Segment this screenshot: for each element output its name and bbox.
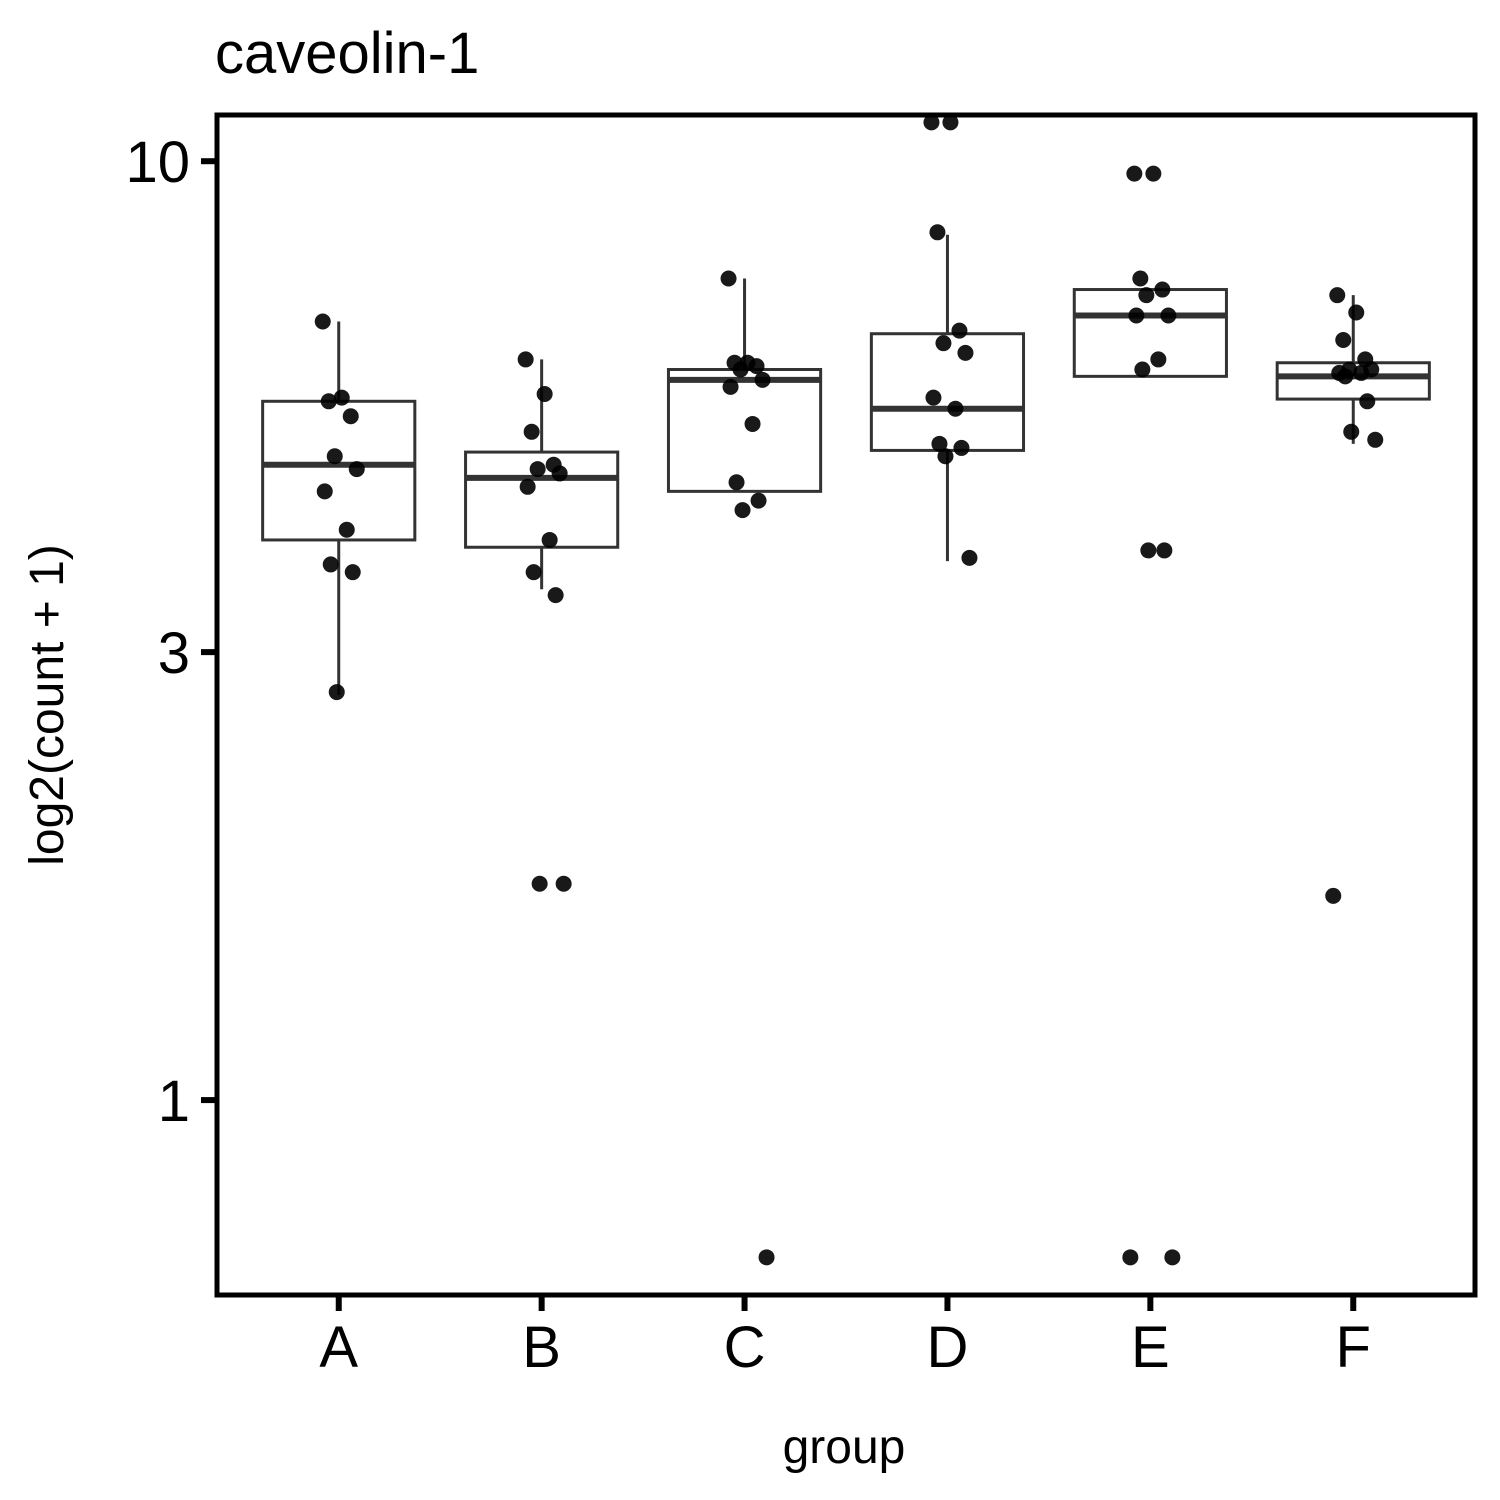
plot-frame [214, 112, 1478, 1298]
data-point [947, 400, 964, 417]
data-point [523, 423, 540, 440]
data-point [541, 531, 558, 548]
data-point [1126, 165, 1143, 182]
data-point [1132, 270, 1149, 287]
data-point [551, 465, 568, 482]
y-axis: 1 3 10 [125, 130, 217, 1134]
data-point [555, 875, 572, 892]
data-point [748, 358, 765, 375]
y-axis-label: log2(count + 1) [21, 544, 74, 866]
data-point [925, 389, 942, 406]
x-axis-label: group [783, 1421, 906, 1474]
data-point [1156, 542, 1173, 559]
data-point [1138, 287, 1155, 304]
data-point [744, 415, 761, 432]
data-point [957, 344, 974, 361]
data-point [728, 474, 745, 491]
data-point [1353, 364, 1370, 381]
points-b [517, 351, 572, 892]
data-point [342, 408, 359, 425]
data-point [529, 461, 546, 478]
data-point [1348, 304, 1365, 321]
box-rect [1072, 288, 1228, 378]
points-a [314, 313, 365, 701]
data-point [1134, 361, 1151, 378]
data-point [348, 461, 365, 478]
data-point [326, 448, 343, 465]
data-point [1140, 542, 1157, 559]
box-rect [261, 399, 417, 542]
x-axis: A B C D E F [319, 1295, 1371, 1380]
data-point [314, 313, 331, 330]
box-c [666, 278, 823, 493]
data-point [942, 114, 959, 131]
points-c [720, 270, 775, 1266]
data-point [961, 549, 978, 566]
data-point [1329, 287, 1346, 304]
box-a [261, 321, 417, 696]
data-point [1128, 307, 1145, 324]
y-tick-label: 1 [158, 1069, 190, 1134]
x-tick-label: C [724, 1315, 766, 1380]
points-d [923, 114, 978, 566]
data-point [720, 270, 737, 287]
data-point [1325, 887, 1342, 904]
data-point [1160, 307, 1177, 324]
data-point [750, 492, 767, 509]
data-point [338, 521, 355, 538]
data-point [519, 478, 536, 495]
data-point [732, 361, 749, 378]
data-point [320, 393, 337, 410]
x-tick-label: D [927, 1315, 969, 1380]
x-tick-label: B [522, 1315, 561, 1380]
data-point [734, 502, 751, 519]
data-point [547, 587, 564, 604]
data-point [344, 564, 361, 581]
data-point [316, 483, 333, 500]
data-point [935, 335, 952, 352]
data-point [923, 114, 940, 131]
data-point [953, 439, 970, 456]
data-point [1150, 351, 1167, 368]
data-point [951, 322, 968, 339]
box-rect [666, 367, 823, 493]
data-point [531, 875, 548, 892]
data-point [1154, 281, 1171, 298]
points-e [1122, 165, 1181, 1266]
data-point [1343, 423, 1360, 440]
data-point [722, 378, 739, 395]
data-point [1337, 368, 1354, 385]
chart-title: caveolin-1 [215, 21, 479, 86]
data-point [328, 684, 345, 701]
y-tick-label: 3 [158, 621, 190, 686]
plot-area [261, 114, 1431, 1266]
data-point [754, 371, 771, 388]
data-point [536, 386, 553, 403]
data-point [1145, 165, 1162, 182]
x-tick-label: A [319, 1315, 358, 1380]
data-point [322, 556, 339, 573]
y-tick-label: 10 [125, 130, 190, 195]
box-rect [869, 332, 1026, 452]
x-tick-label: E [1131, 1315, 1170, 1380]
data-point [517, 351, 534, 368]
data-point [1122, 1249, 1139, 1266]
box-e [1072, 288, 1228, 378]
data-point [1335, 332, 1352, 349]
x-tick-label: F [1336, 1315, 1371, 1380]
data-point [333, 389, 350, 406]
box-d [869, 234, 1026, 562]
data-point [1164, 1249, 1181, 1266]
points-f [1325, 287, 1384, 904]
data-point [758, 1249, 775, 1266]
data-point [937, 448, 954, 465]
data-point [1367, 431, 1384, 448]
data-point [929, 224, 946, 241]
data-point [931, 435, 948, 452]
data-point [525, 564, 542, 581]
data-point [1359, 393, 1376, 410]
